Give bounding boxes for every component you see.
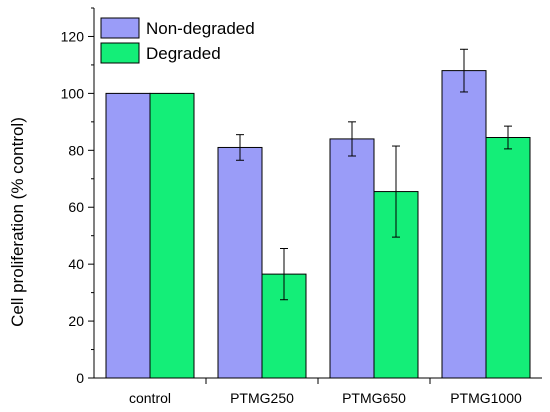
- legend-swatch: [100, 17, 140, 39]
- y-tick-label: 100: [61, 85, 85, 101]
- bar-non-degraded-ptmg250: [217, 146, 263, 379]
- x-tick-label: control: [129, 390, 171, 406]
- y-tick-label: 20: [68, 313, 84, 329]
- legend-label: Non-degraded: [146, 19, 255, 38]
- y-tick-label: 60: [68, 199, 84, 215]
- x-tick-label: PTMG250: [230, 390, 294, 406]
- bar-degraded-control: [149, 92, 195, 379]
- y-tick-label: 80: [68, 142, 84, 158]
- bar-non-degraded-ptmg1000: [441, 70, 487, 379]
- bars-group: [105, 70, 531, 379]
- bar-non-degraded-ptmg650: [329, 138, 375, 379]
- bar-degraded-ptmg1000: [485, 137, 531, 379]
- y-ticks-group: 0 20 40 60 80 100 120: [61, 7, 94, 386]
- error-bars-group: [236, 48, 512, 301]
- y-tick-label: 120: [61, 28, 85, 44]
- legend-label: Degraded: [146, 44, 221, 63]
- y-axis-title: Cell proliferation (% control): [8, 117, 27, 327]
- legend: Non-degraded Degraded: [100, 17, 255, 64]
- x-tick-label: PTMG650: [342, 390, 406, 406]
- legend-swatch: [100, 42, 140, 64]
- y-tick-label: 0: [76, 370, 84, 386]
- x-ticks-group: control PTMG250 PTMG650 PTMG1000: [129, 378, 522, 406]
- x-tick-label: PTMG1000: [450, 390, 522, 406]
- y-tick-label: 40: [68, 256, 84, 272]
- bar-non-degraded-control: [105, 92, 151, 379]
